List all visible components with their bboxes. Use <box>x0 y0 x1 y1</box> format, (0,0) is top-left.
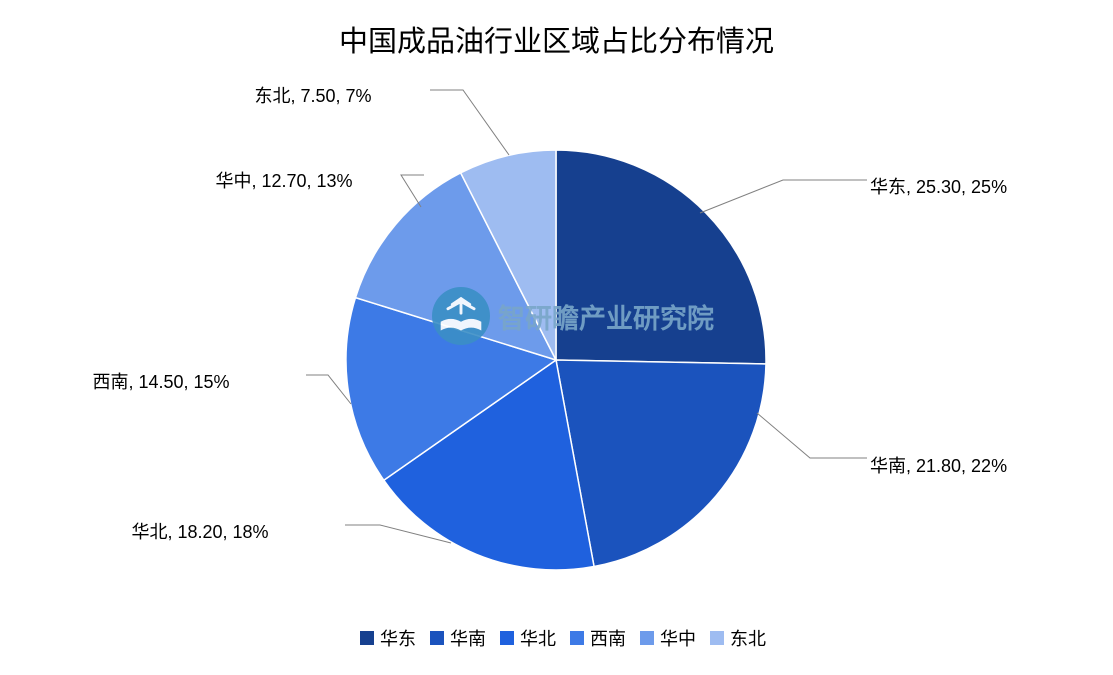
data-label-华中: 华中, 12.70, 13% <box>215 167 352 193</box>
leader-line <box>700 180 867 213</box>
data-label-华北: 华北, 18.20, 18% <box>131 518 268 544</box>
legend-swatch <box>640 631 654 645</box>
legend-swatch <box>710 631 724 645</box>
legend-swatch <box>570 631 584 645</box>
watermark-logo-icon <box>432 287 490 345</box>
watermark: 智研瞻产业研究院 <box>432 287 714 345</box>
legend-label: 西南 <box>590 625 626 651</box>
legend: 华东 华南 华北 西南 华中 东北 <box>360 625 766 651</box>
leader-line <box>430 90 509 155</box>
legend-item-华中: 华中 <box>640 625 696 651</box>
data-label-华南: 华南, 21.80, 22% <box>870 452 1007 478</box>
legend-swatch <box>360 631 374 645</box>
leader-line <box>306 375 351 404</box>
legend-item-华北: 华北 <box>500 625 556 651</box>
legend-label: 华东 <box>380 625 416 651</box>
data-label-西南: 西南, 14.50, 15% <box>92 368 229 394</box>
legend-item-西南: 西南 <box>570 625 626 651</box>
legend-item-华南: 华南 <box>430 625 486 651</box>
legend-item-东北: 东北 <box>710 625 766 651</box>
legend-label: 东北 <box>730 625 766 651</box>
legend-label: 华南 <box>450 625 486 651</box>
watermark-text: 智研瞻产业研究院 <box>498 297 714 336</box>
legend-swatch <box>500 631 514 645</box>
data-label-东北: 东北, 7.50, 7% <box>254 82 371 108</box>
legend-label: 华中 <box>660 625 696 651</box>
legend-swatch <box>430 631 444 645</box>
leader-line <box>757 413 867 458</box>
book-icon <box>432 287 490 345</box>
legend-item-华东: 华东 <box>360 625 416 651</box>
legend-label: 华北 <box>520 625 556 651</box>
data-label-华东: 华东, 25.30, 25% <box>870 173 1007 199</box>
